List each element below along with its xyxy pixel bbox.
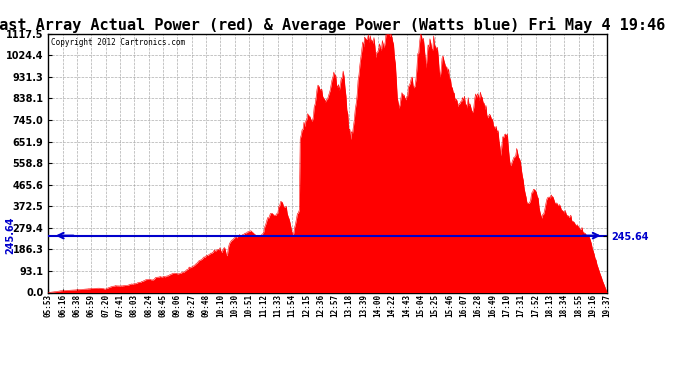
Text: 245.64: 245.64 xyxy=(6,217,15,254)
Title: East Array Actual Power (red) & Average Power (Watts blue) Fri May 4 19:46: East Array Actual Power (red) & Average … xyxy=(0,16,665,33)
Text: Copyright 2012 Cartronics.com: Copyright 2012 Cartronics.com xyxy=(51,38,185,46)
